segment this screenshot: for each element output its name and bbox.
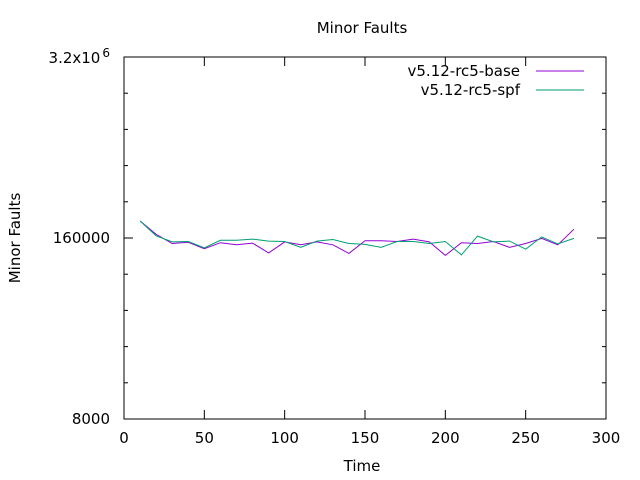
x-tick-label: 200 <box>431 429 460 447</box>
chart-title: Minor Faults <box>317 19 408 37</box>
series-line-1 <box>139 220 575 256</box>
y-tick-label: 8000 <box>72 410 110 428</box>
plot-border <box>123 56 607 420</box>
y-axis-label: Minor Faults <box>6 193 24 284</box>
axis-tick-labels: 0 50 100 150 200 250 300 8000 160000 3.2x10 6 <box>49 46 621 447</box>
legend-label-spf: v5.12-rc5-spf <box>421 81 521 99</box>
legend: v5.12-rc5-base v5.12-rc5-spf <box>408 62 584 99</box>
series-layer <box>139 220 575 257</box>
x-tick-label: 250 <box>511 429 540 447</box>
x-tick-label: 150 <box>351 429 380 447</box>
y-tick-label: 3.2x10 6 <box>49 46 110 67</box>
x-axis-label: Time <box>343 457 381 475</box>
axis-ticks <box>123 56 607 420</box>
x-tick-label: 300 <box>592 429 621 447</box>
x-tick-label: 100 <box>270 429 299 447</box>
series-line-0 <box>139 220 575 257</box>
legend-label-base: v5.12-rc5-base <box>408 62 521 80</box>
x-tick-label: 0 <box>119 429 129 447</box>
x-tick-label: 50 <box>195 429 214 447</box>
y-tick-label: 160000 <box>53 229 110 247</box>
